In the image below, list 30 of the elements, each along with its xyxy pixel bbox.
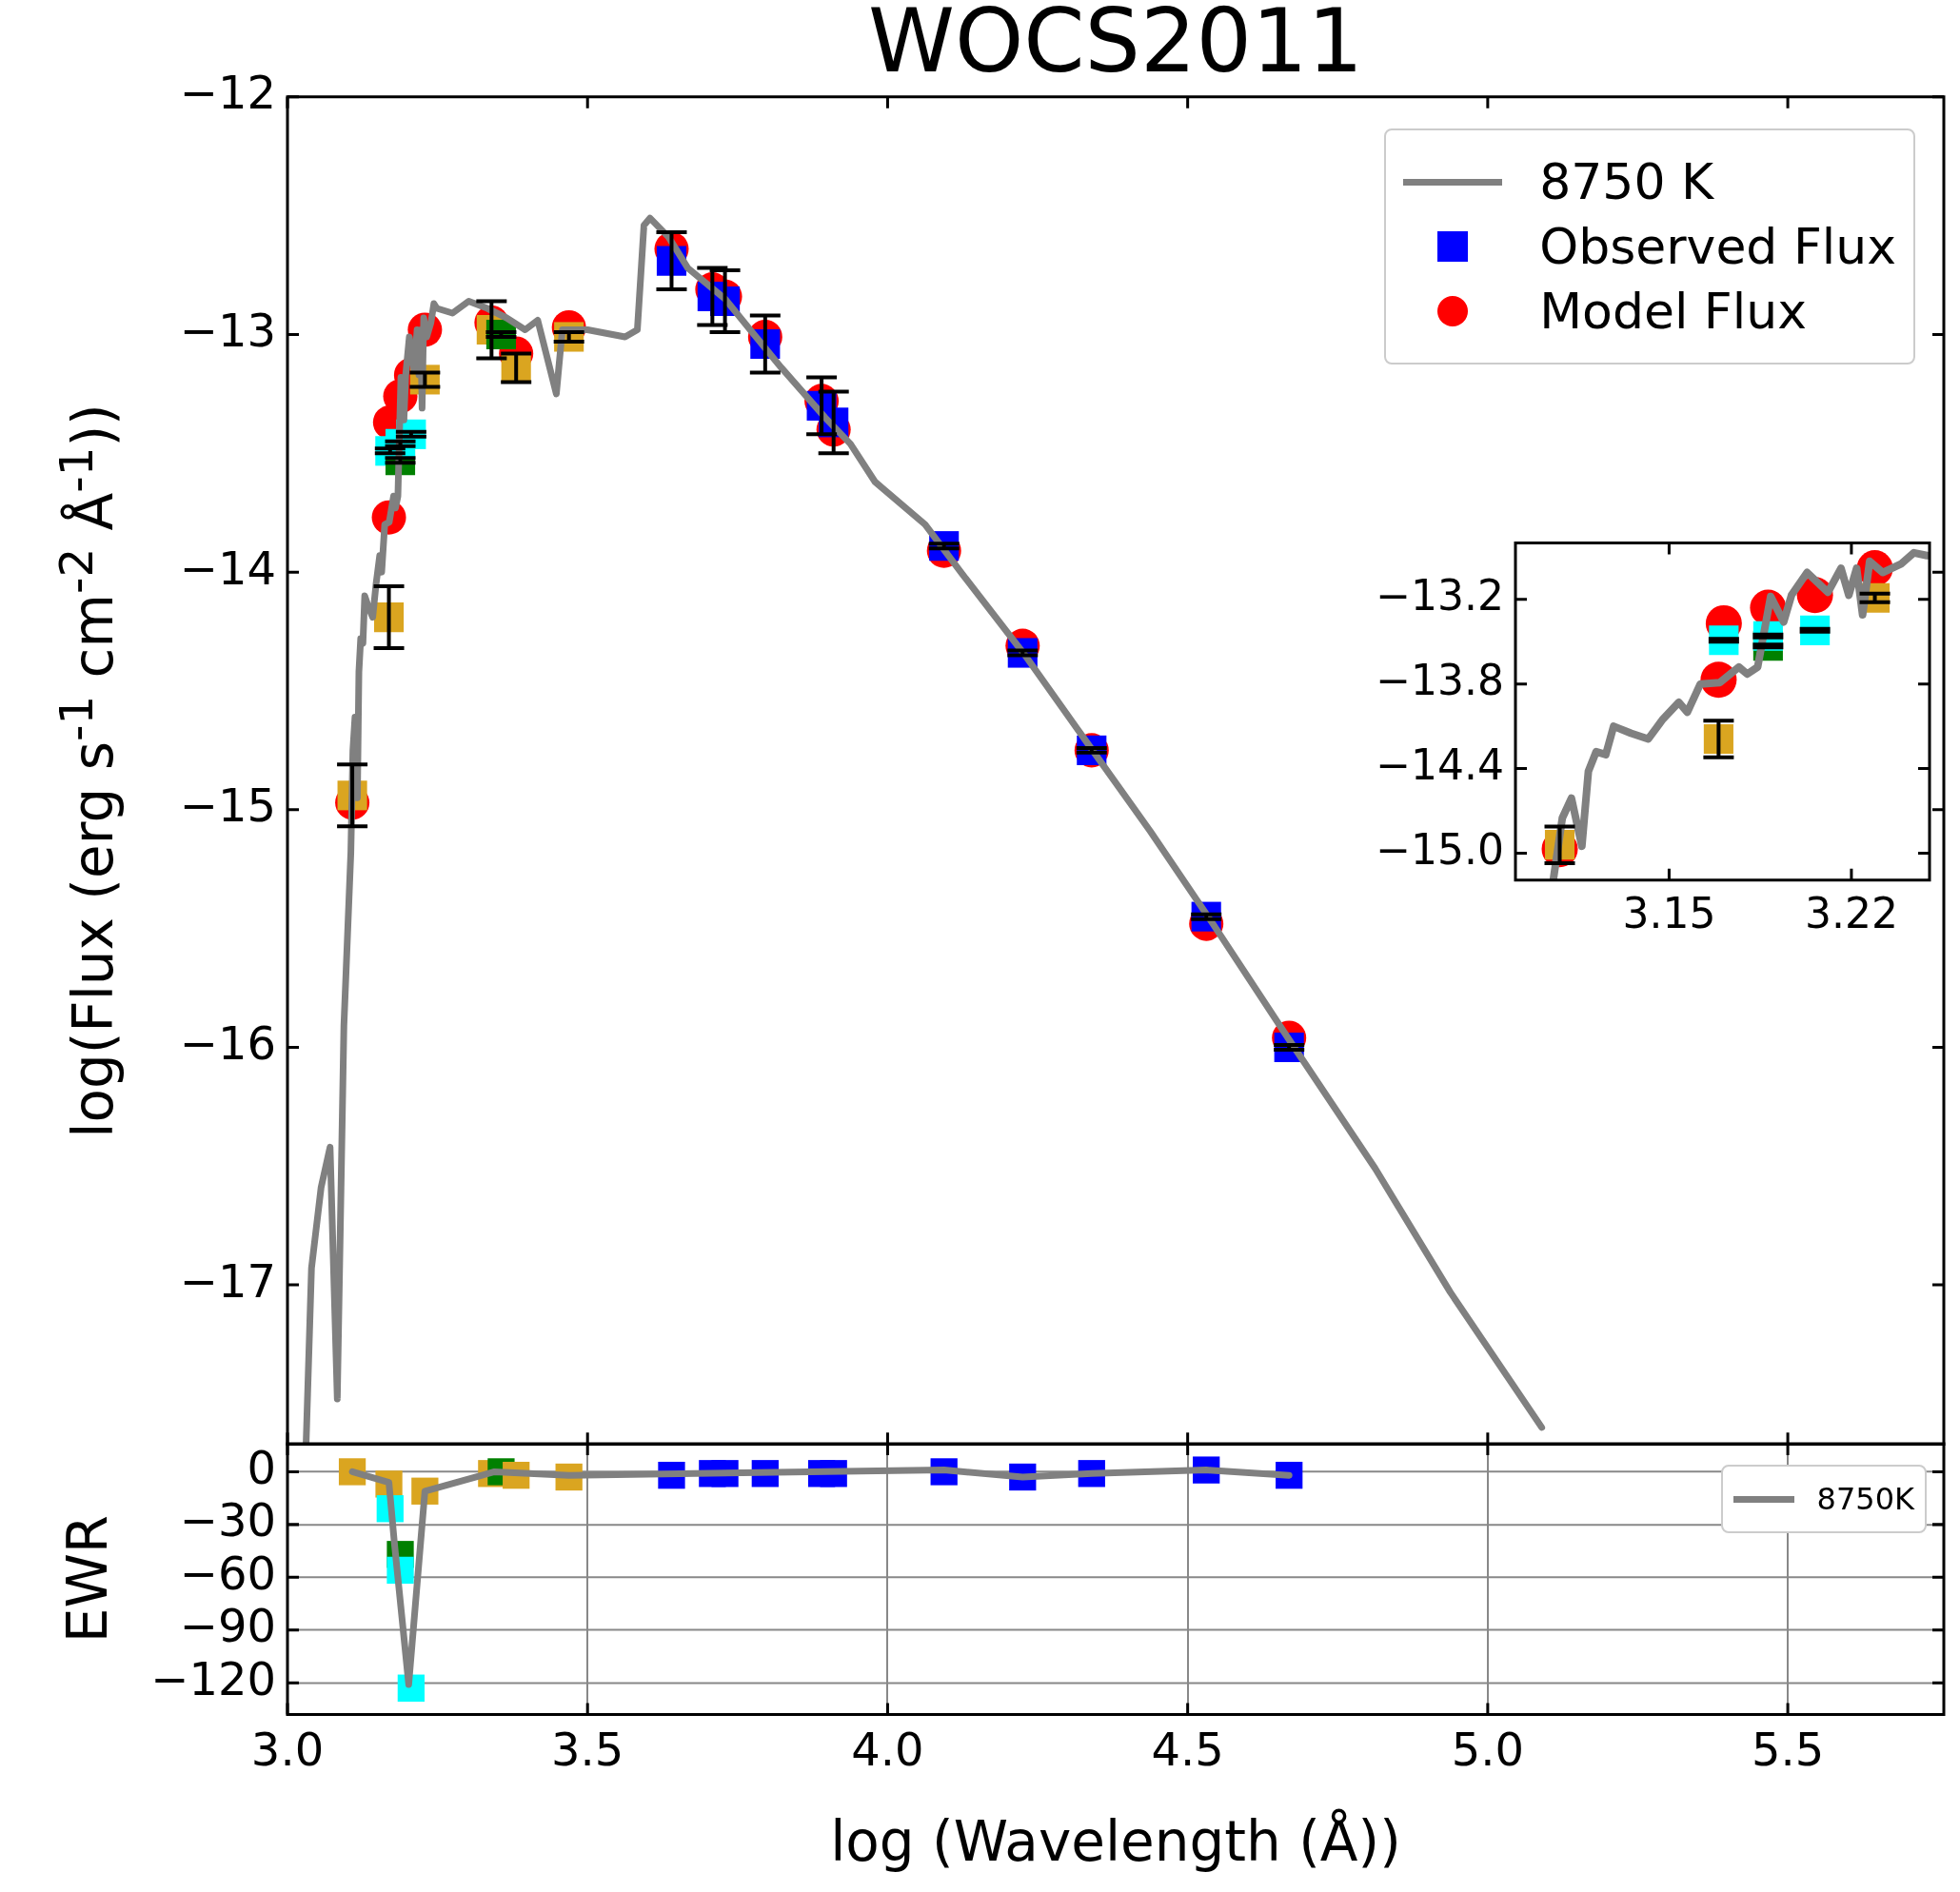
y-tick-label: −13.2	[1376, 570, 1504, 620]
y-tick-label: −16	[179, 1016, 276, 1071]
chart-title: WOCS2011	[867, 0, 1364, 92]
legend-label: 8750 K	[1539, 153, 1714, 210]
y-tick-label: 0	[247, 1441, 276, 1495]
y-tick-label: −30	[179, 1493, 276, 1547]
x-axis-title: log (Wavelength (Å))	[830, 1809, 1401, 1874]
y-tick-label: −60	[179, 1546, 276, 1600]
y-tick-label: −13.8	[1376, 655, 1504, 704]
y-tick-label: −15.0	[1376, 824, 1504, 874]
y-tick-label: −14	[179, 541, 276, 595]
x-tick-label: 4.5	[1151, 1722, 1224, 1776]
y-tick-label: −15	[179, 778, 276, 833]
legend-label: 8750K	[1816, 1481, 1914, 1517]
x-tick-label: 5.5	[1751, 1722, 1825, 1776]
x-tick-label: 3.5	[551, 1722, 624, 1776]
y-tick-label: −12	[179, 66, 276, 120]
legend-label: Observed Flux	[1539, 218, 1896, 275]
y-tick-label: −90	[179, 1599, 276, 1653]
y-tick-label: −120	[150, 1651, 276, 1705]
x-tick-label: 4.0	[851, 1722, 924, 1776]
x-tick-label: 3.22	[1804, 888, 1898, 937]
y-tick-label: −14.4	[1376, 739, 1504, 789]
x-tick-label: 3.0	[250, 1722, 325, 1776]
legend-label: Model Flux	[1539, 283, 1807, 340]
y-tick-label: −17	[179, 1253, 276, 1308]
x-tick-label: 3.15	[1622, 888, 1716, 937]
y-axis-title: EWR	[55, 1514, 120, 1644]
x-tick-label: 5.0	[1451, 1722, 1525, 1776]
y-tick-label: −13	[179, 304, 276, 358]
